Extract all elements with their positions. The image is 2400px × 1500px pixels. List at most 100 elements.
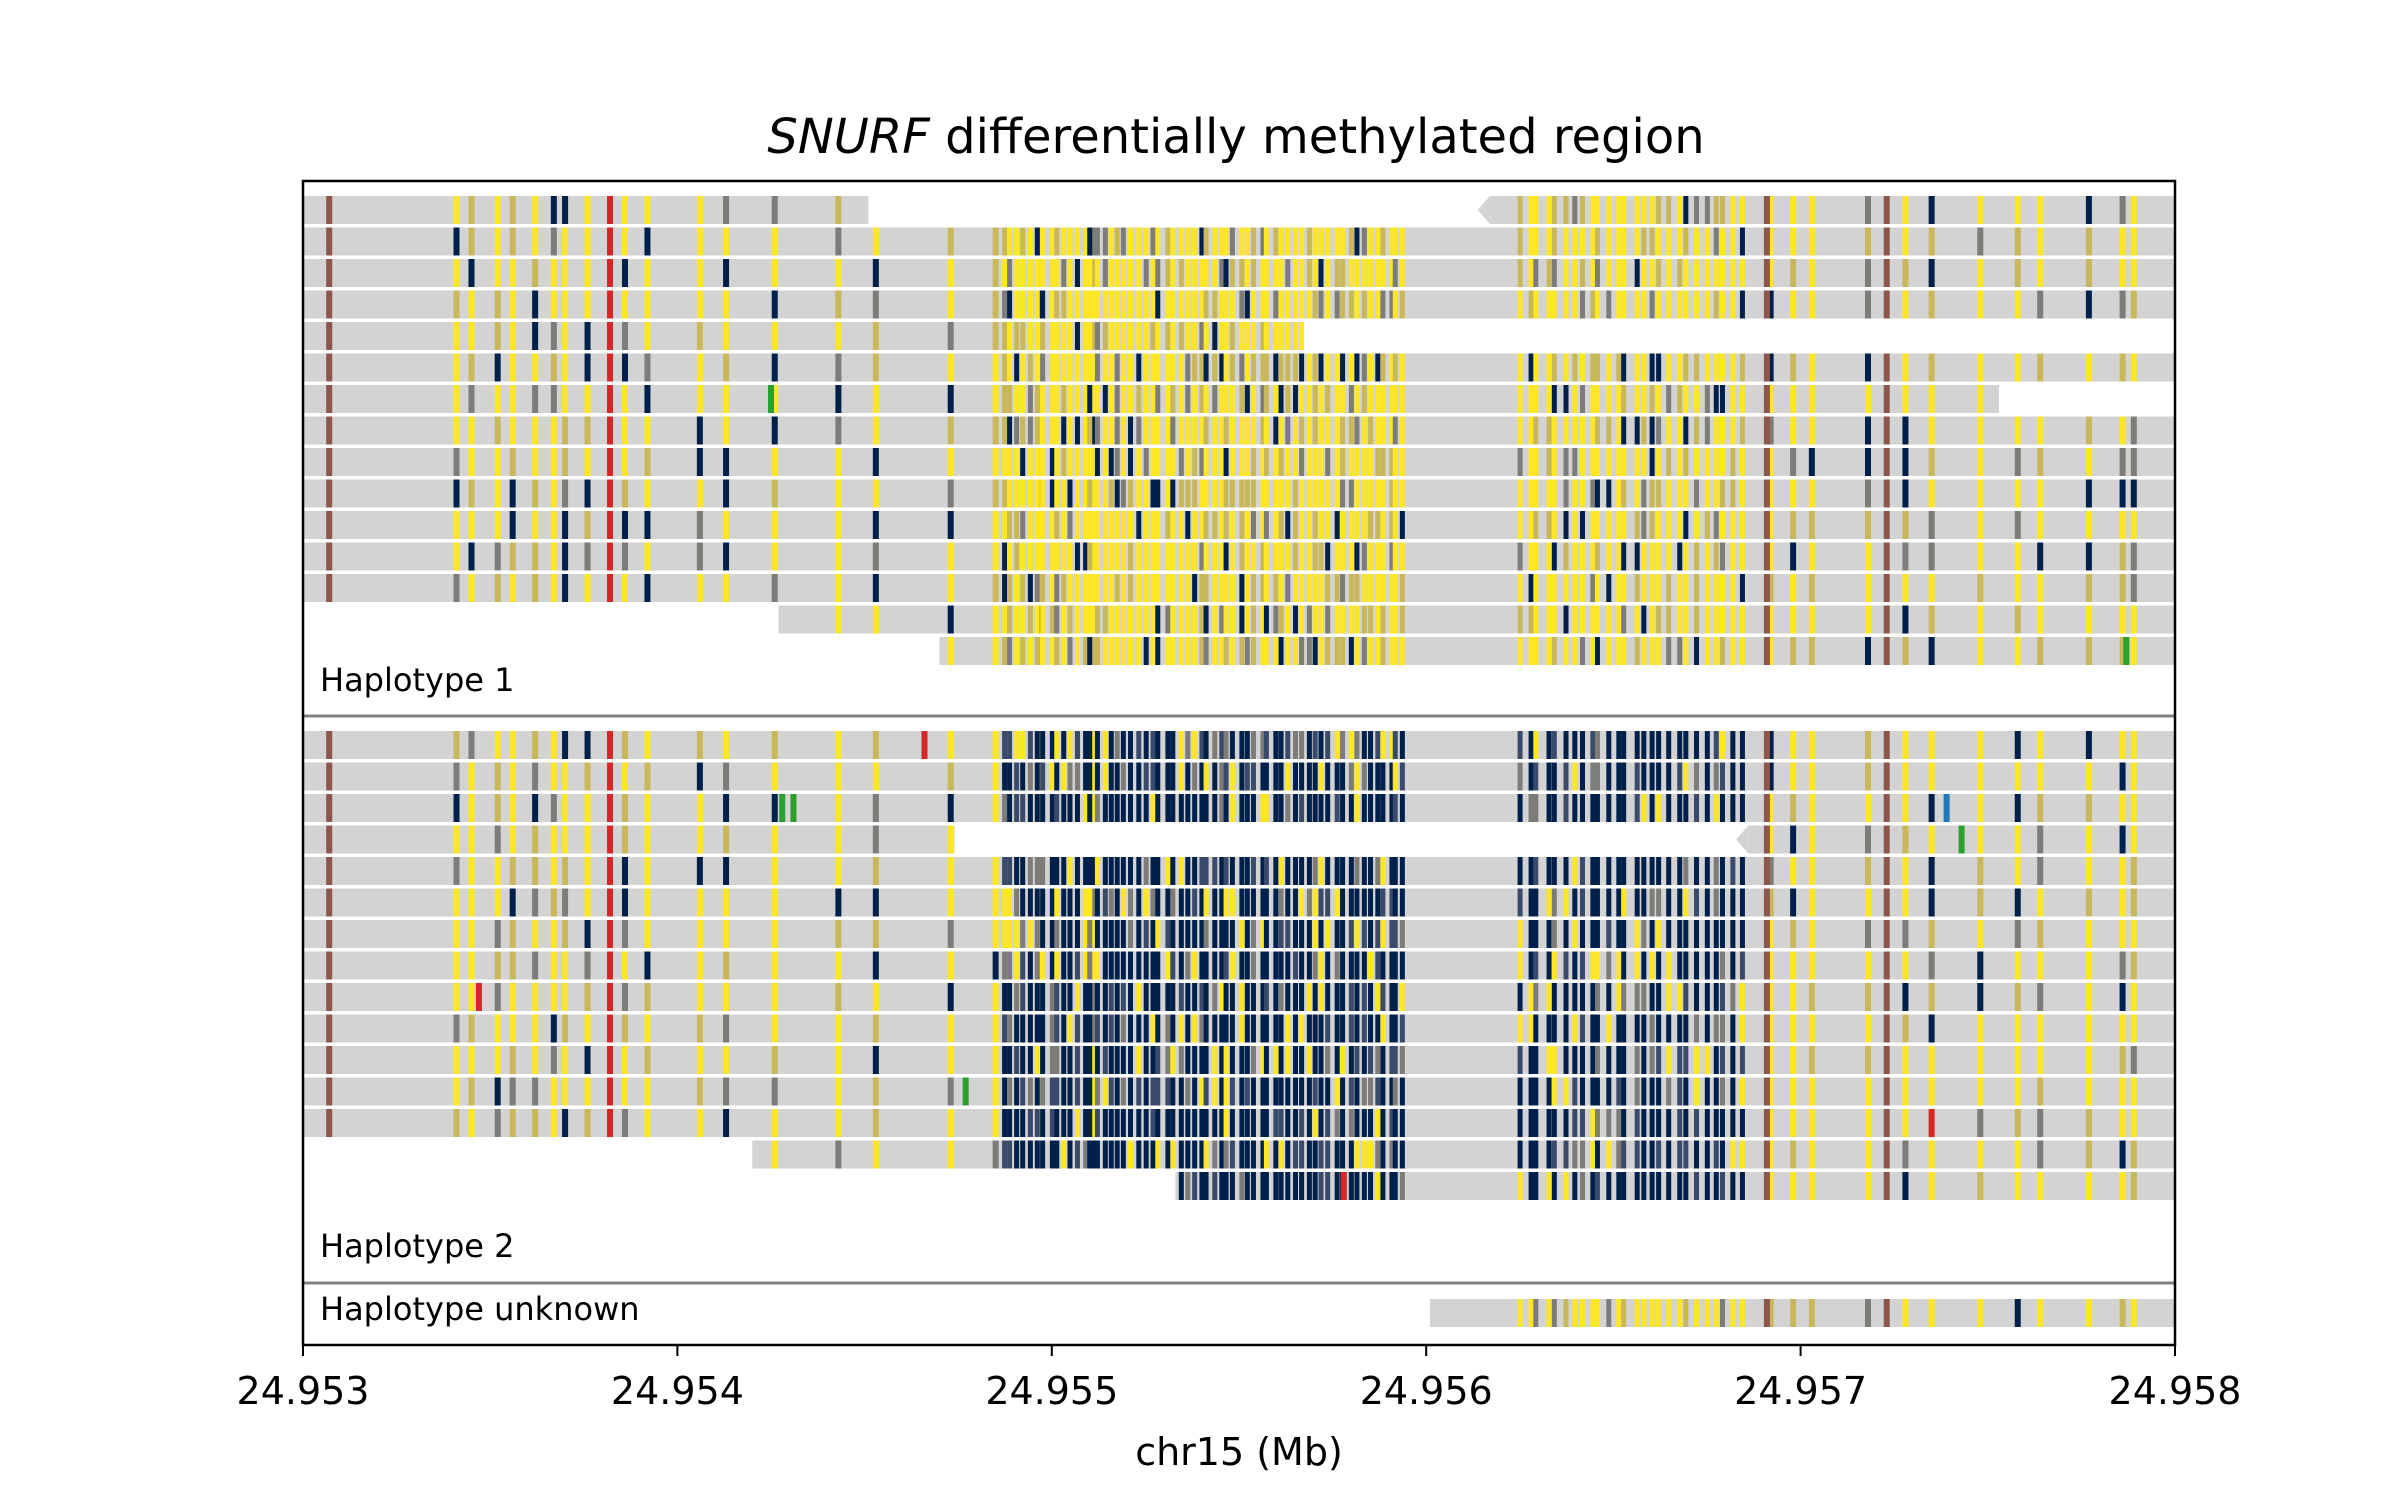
cpg-call bbox=[1185, 416, 1191, 445]
cpg-call bbox=[1977, 416, 1984, 445]
cpg-call bbox=[1375, 1077, 1381, 1106]
cpg-call bbox=[2085, 542, 2092, 571]
cpg-call bbox=[1293, 605, 1299, 634]
cpg-call bbox=[2130, 1077, 2137, 1106]
cpg-call bbox=[1054, 448, 1060, 476]
cpg-call bbox=[1219, 1140, 1225, 1169]
cpg-call bbox=[1340, 794, 1346, 822]
cpg-call bbox=[1704, 290, 1710, 319]
cpg-call bbox=[621, 196, 628, 224]
cpg-call bbox=[1864, 511, 1871, 539]
cpg-call bbox=[1928, 637, 1935, 665]
cpg-call bbox=[2119, 227, 2126, 256]
cpg-call bbox=[1114, 385, 1120, 413]
cpg-call bbox=[1212, 448, 1218, 476]
cpg-call bbox=[1185, 731, 1191, 759]
mismatch bbox=[1883, 479, 1890, 508]
cpg-call bbox=[1361, 1109, 1367, 1137]
cpg-call bbox=[872, 416, 879, 445]
cpg-call bbox=[1067, 1014, 1073, 1043]
cpg-call bbox=[1034, 259, 1040, 287]
cpg-call bbox=[1683, 385, 1689, 413]
cpg-call bbox=[1634, 857, 1640, 885]
cpg-call bbox=[1572, 888, 1578, 917]
cpg-call bbox=[584, 353, 591, 382]
cpg-call bbox=[1641, 1077, 1647, 1106]
mismatch bbox=[1928, 1109, 1935, 1137]
cpg-call bbox=[1219, 259, 1225, 287]
cpg-call bbox=[1170, 416, 1176, 445]
cpg-call bbox=[1087, 920, 1093, 948]
cpg-call bbox=[1083, 227, 1089, 256]
cpg-call bbox=[1634, 574, 1640, 602]
cpg-call bbox=[1170, 951, 1176, 980]
cpg-call bbox=[723, 322, 730, 350]
mismatch bbox=[768, 385, 774, 413]
cpg-call bbox=[1683, 983, 1689, 1011]
cpg-call bbox=[696, 259, 703, 287]
cpg-call bbox=[1533, 731, 1539, 759]
cpg-call bbox=[1049, 353, 1055, 382]
cpg-call bbox=[494, 888, 501, 917]
cpg-call bbox=[453, 353, 460, 382]
cpg-call bbox=[1318, 888, 1324, 917]
cpg-call bbox=[1649, 511, 1655, 539]
read bbox=[303, 353, 2175, 382]
cpg-call bbox=[1014, 951, 1020, 980]
cpg-call bbox=[1014, 511, 1020, 539]
cpg-call bbox=[584, 322, 591, 350]
cpg-call bbox=[1229, 983, 1235, 1011]
mismatch bbox=[607, 574, 614, 602]
cpg-call bbox=[1108, 448, 1114, 476]
cpg-call bbox=[1713, 888, 1719, 917]
cpg-call bbox=[1067, 448, 1073, 476]
cpg-call bbox=[1007, 762, 1013, 791]
cpg-call bbox=[1606, 1140, 1612, 1169]
cpg-call bbox=[1606, 574, 1612, 602]
cpg-call bbox=[1579, 794, 1585, 822]
cpg-call bbox=[1054, 762, 1060, 791]
cpg-call bbox=[1528, 196, 1534, 224]
cpg-call bbox=[771, 259, 778, 287]
cpg-call bbox=[1666, 574, 1672, 602]
cpg-call bbox=[1278, 385, 1284, 413]
cpg-call bbox=[1551, 542, 1557, 571]
cpg-call bbox=[1864, 825, 1871, 854]
cpg-call bbox=[1361, 353, 1367, 382]
cpg-call bbox=[1368, 290, 1374, 319]
cpg-call bbox=[1260, 479, 1266, 508]
cpg-call bbox=[1239, 951, 1245, 980]
cpg-call bbox=[1020, 479, 1026, 508]
read-row bbox=[303, 857, 2175, 885]
mismatch bbox=[607, 857, 614, 885]
cpg-call bbox=[1074, 479, 1080, 508]
cpg-call bbox=[1606, 479, 1612, 508]
cpg-call bbox=[1170, 983, 1176, 1011]
cpg-call bbox=[1399, 290, 1405, 319]
cpg-call bbox=[1928, 1014, 1935, 1043]
cpg-call bbox=[1694, 951, 1700, 980]
cpg-call bbox=[1027, 637, 1033, 665]
cpg-call bbox=[1399, 479, 1405, 508]
cpg-call bbox=[1354, 448, 1360, 476]
cpg-call bbox=[1170, 322, 1176, 350]
cpg-call bbox=[2014, 888, 2021, 917]
cpg-call bbox=[1590, 385, 1596, 413]
cpg-call bbox=[1730, 1077, 1736, 1106]
cpg-call bbox=[1229, 888, 1235, 917]
cpg-call bbox=[1306, 511, 1312, 539]
cpg-call bbox=[2037, 857, 2044, 885]
cpg-call bbox=[1368, 951, 1374, 980]
cpg-call bbox=[1165, 290, 1171, 319]
cpg-call bbox=[468, 1046, 475, 1074]
cpg-call bbox=[1212, 1140, 1218, 1169]
read bbox=[303, 951, 2175, 980]
cpg-call bbox=[1002, 888, 1008, 917]
cpg-call bbox=[1563, 920, 1569, 948]
cpg-call bbox=[1260, 1014, 1266, 1043]
cpg-call bbox=[1312, 951, 1318, 980]
cpg-call bbox=[872, 259, 879, 287]
cpg-call bbox=[1683, 951, 1689, 980]
cpg-call bbox=[494, 1046, 501, 1074]
